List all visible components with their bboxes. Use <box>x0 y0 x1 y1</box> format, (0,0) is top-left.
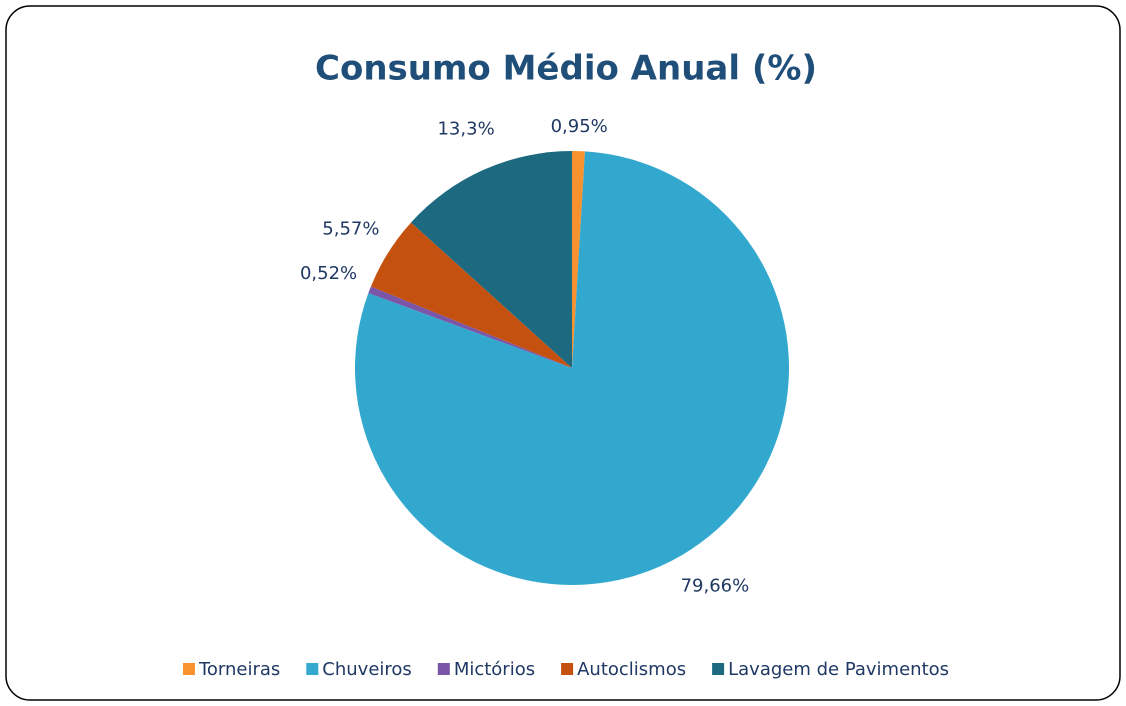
legend-swatch <box>561 663 574 675</box>
legend-swatch <box>182 663 195 675</box>
chart-title: Consumo Médio Anual (%) <box>315 49 817 89</box>
pie-slice <box>572 151 585 368</box>
value-label: 0,95% <box>551 116 608 137</box>
pie-slice <box>370 222 572 368</box>
value-label: 0,52% <box>300 263 357 284</box>
pie-slice <box>411 151 572 368</box>
pie-slice <box>368 286 572 368</box>
legend-label: Mictórios <box>454 659 535 680</box>
pie-slice <box>355 151 789 585</box>
legend-swatch <box>306 663 319 675</box>
legend-label: Autoclismos <box>577 659 686 680</box>
legend-swatch <box>712 663 725 675</box>
legend-label: Torneiras <box>198 659 280 680</box>
legend-label: Chuveiros <box>322 659 412 680</box>
value-label: 5,57% <box>322 218 379 239</box>
value-label: 13,3% <box>437 118 494 139</box>
legend-swatch <box>437 663 450 675</box>
value-label: 79,66% <box>681 575 750 596</box>
legend-label: Lavagem de Pavimentos <box>728 659 949 680</box>
